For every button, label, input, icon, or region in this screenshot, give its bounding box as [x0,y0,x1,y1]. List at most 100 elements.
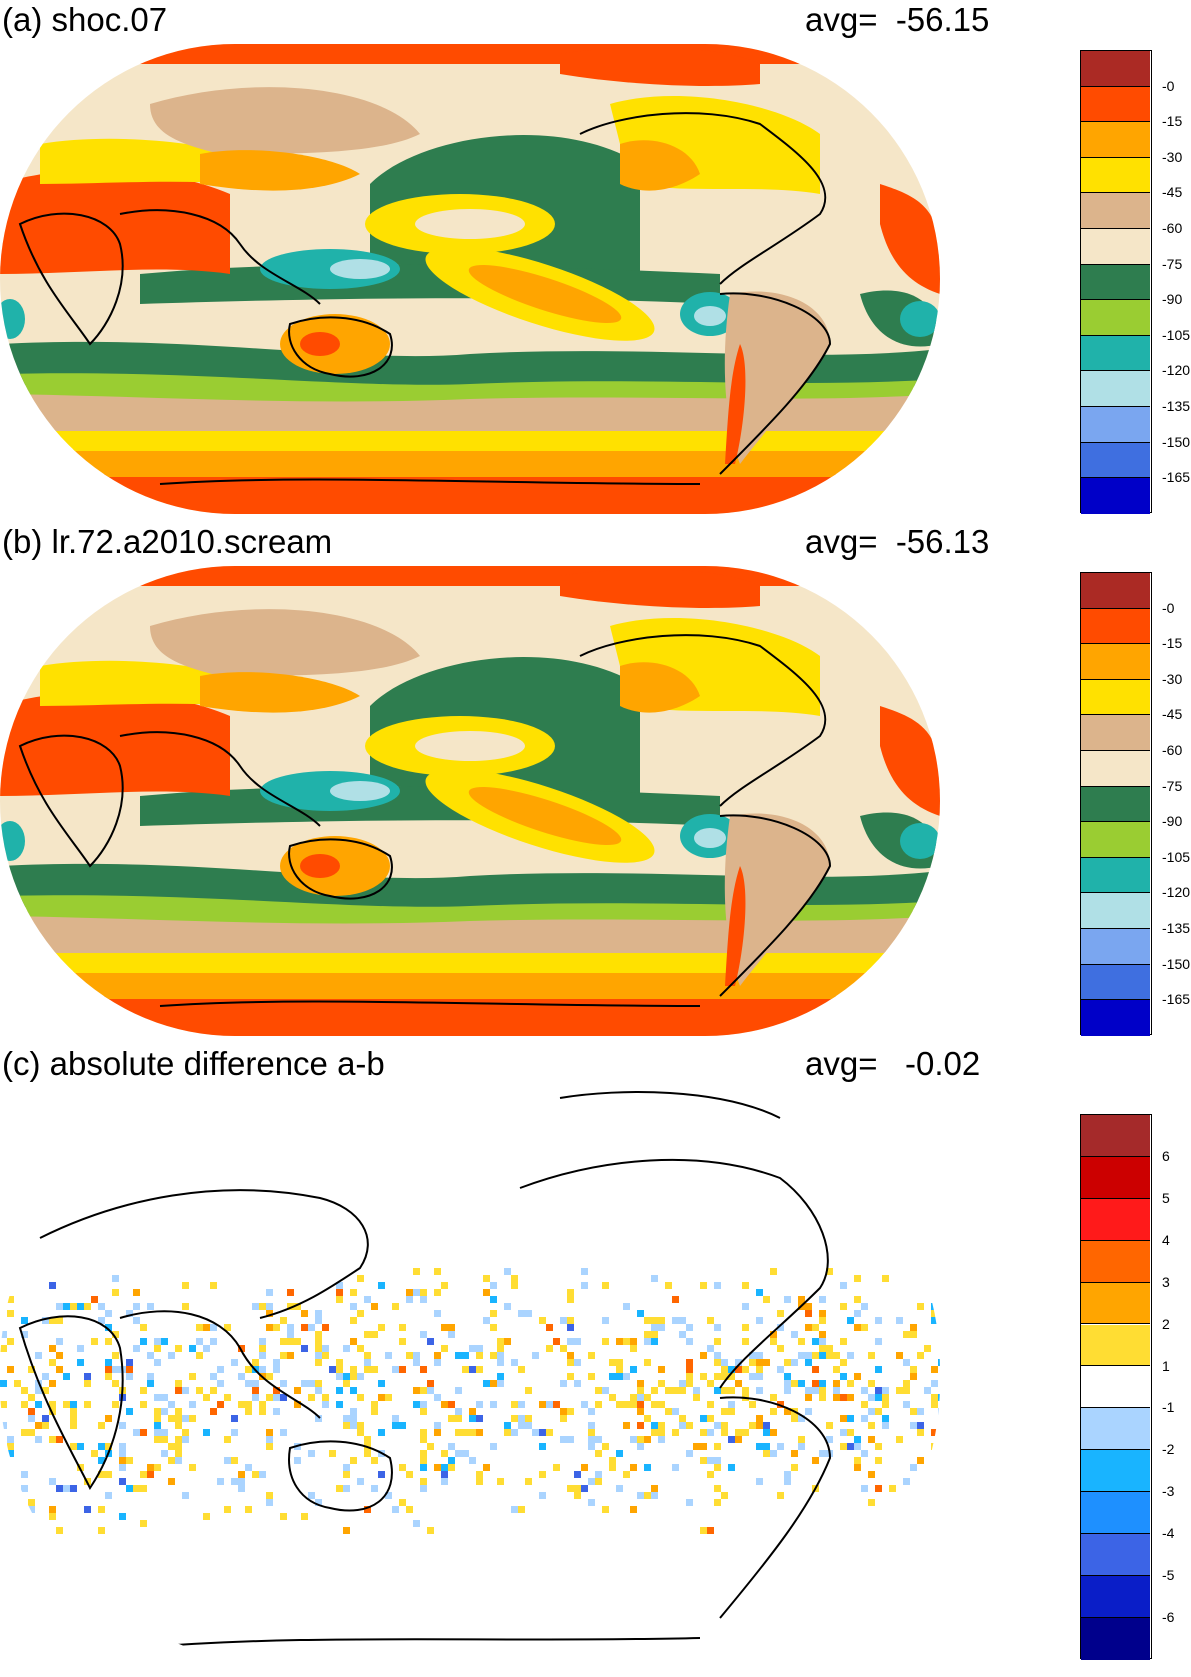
difference-cell [658,1401,665,1408]
difference-cell [868,1352,875,1359]
difference-cell [819,1394,826,1401]
difference-cell [819,1345,826,1352]
colorbar-box [1080,1114,1152,1660]
difference-cell [364,1436,371,1443]
colorbar-swatch [1081,751,1150,787]
difference-cell [861,1450,868,1457]
difference-cell [336,1289,343,1296]
difference-cell [70,1485,77,1492]
difference-cell [770,1331,777,1338]
difference-cell [371,1457,378,1464]
difference-cell [294,1457,301,1464]
difference-cell [924,1387,931,1394]
colorbar-swatch [1081,822,1150,858]
difference-cell [581,1268,588,1275]
difference-cell [826,1422,833,1429]
difference-cell [175,1450,182,1457]
colorbar-label: -6 [1162,1609,1175,1625]
difference-cell [567,1352,574,1359]
difference-cell [119,1450,126,1457]
difference-cell [707,1345,714,1352]
difference-cell [273,1394,280,1401]
difference-cell [868,1422,875,1429]
difference-cell [322,1394,329,1401]
difference-cell [742,1282,749,1289]
difference-cell [854,1310,861,1317]
colorbar-swatch [1081,1198,1150,1241]
difference-cell [651,1338,658,1345]
difference-cell [742,1429,749,1436]
difference-cell [805,1352,812,1359]
difference-cell [154,1359,161,1366]
colorbar-swatch [1081,157,1150,194]
difference-cell [182,1436,189,1443]
difference-cell [882,1415,889,1422]
difference-cell [266,1310,273,1317]
difference-cell [539,1443,546,1450]
difference-cell [385,1492,392,1499]
difference-cell [210,1373,217,1380]
difference-cell [56,1366,63,1373]
difference-cell [392,1422,399,1429]
difference-cell [672,1408,679,1415]
difference-cell [798,1443,805,1450]
difference-cell [875,1317,882,1324]
difference-cell [203,1345,210,1352]
difference-cell [28,1506,35,1513]
difference-cell [210,1387,217,1394]
difference-cell [224,1394,231,1401]
difference-cell [812,1387,819,1394]
difference-cell [602,1282,609,1289]
difference-cell [686,1366,693,1373]
difference-cell [168,1352,175,1359]
difference-cell [868,1436,875,1443]
difference-cell [910,1324,917,1331]
difference-cell [518,1401,525,1408]
difference-cell [763,1359,770,1366]
difference-cell [420,1436,427,1443]
colorbar-swatch [1081,893,1150,929]
difference-cell [602,1338,609,1345]
difference-cell [399,1464,406,1471]
difference-cell [756,1317,763,1324]
difference-cell [497,1352,504,1359]
difference-cell [266,1289,273,1296]
difference-cell [287,1331,294,1338]
difference-cell [231,1457,238,1464]
difference-cell [280,1513,287,1520]
colorbar-label: -135 [1162,920,1191,936]
difference-cell [371,1331,378,1338]
difference-cell [14,1513,21,1520]
difference-cell [490,1401,497,1408]
difference-cell [238,1401,245,1408]
difference-cell [70,1415,77,1422]
difference-cell [84,1401,91,1408]
difference-cell [812,1338,819,1345]
difference-cell [679,1387,686,1394]
difference-cell [266,1443,273,1450]
difference-cell [504,1338,511,1345]
difference-cell [413,1289,420,1296]
difference-cell [875,1443,882,1450]
difference-cell [252,1380,259,1387]
panel-average: avg= -0.02 [805,1045,981,1082]
difference-cell [140,1485,147,1492]
difference-cell [462,1366,469,1373]
difference-cell [672,1429,679,1436]
difference-cell [532,1352,539,1359]
difference-cell [805,1303,812,1310]
difference-cell [441,1478,448,1485]
difference-cell [343,1345,350,1352]
difference-cell [686,1422,693,1429]
difference-cell [147,1464,154,1471]
difference-cell [546,1401,553,1408]
difference-cell [707,1401,714,1408]
difference-cell [441,1324,448,1331]
difference-cell [497,1478,504,1485]
difference-cell [504,1303,511,1310]
difference-cell [700,1282,707,1289]
difference-cell [7,1366,14,1373]
difference-cell [399,1499,406,1506]
difference-cell [714,1422,721,1429]
difference-cell [609,1457,616,1464]
